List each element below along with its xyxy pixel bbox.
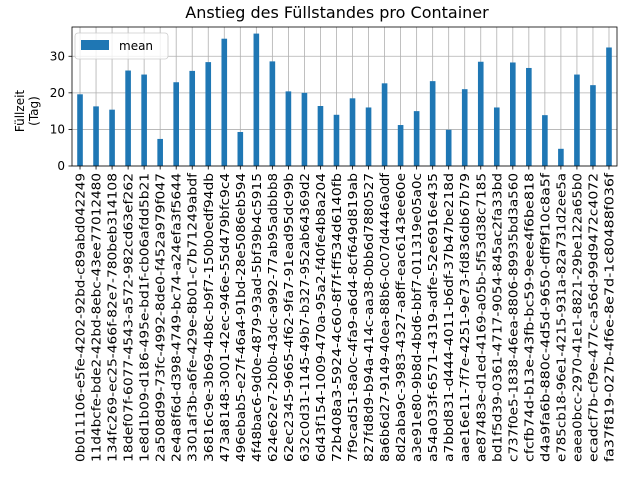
bar-26 (493, 107, 500, 166)
bars (77, 33, 612, 167)
x-tick-label-2: 134fc269-ec25-466f-82e7-780beb314108 (106, 173, 120, 462)
x-tick-label-23: a7bbd831-d444-4011-b6df-37b47be218d (442, 173, 456, 462)
x-tick-label-10: 496ebab5-e27f-46a4-91bd-28e5086eb594 (234, 173, 248, 462)
bar-18 (365, 107, 372, 166)
x-tick-label-26: bd1f5d39-0361-4717-9054-845ac2fa33bd (490, 173, 504, 462)
x-tick-label-21: a3e91e80-9b8d-4bd6-bbf7-011319e05a0c (410, 173, 424, 462)
bar-5 (157, 138, 163, 166)
y-axis-label-line-2: (Tag) (27, 96, 41, 126)
bar-33 (606, 47, 612, 167)
legend-swatch (81, 40, 109, 50)
bar-13 (285, 91, 292, 166)
bar-25 (477, 61, 484, 166)
bar-22 (429, 81, 436, 166)
bar-4 (141, 74, 147, 166)
y-tick-label-2: 20 (50, 86, 65, 100)
x-axis-ticks: 0b011106-e5fe-4202-92bd-c89abd042249 11d4… (74, 166, 616, 462)
x-tick-label-6: 2e4a8f6d-d398-4749-bc74-a24efa3f5644 (170, 173, 184, 462)
y-axis-label: Füllzeit (Tag) (13, 90, 41, 133)
bar-24 (461, 89, 468, 166)
bar-15 (317, 106, 324, 166)
y-axis-label-line-1: Füllzeit (13, 90, 27, 133)
bar-17 (349, 98, 356, 166)
x-tick-label-5: 2a508d99-73fc-4992-8de0-f452a979f047 (154, 173, 168, 462)
x-tick-label-30: e785cb18-96e1-4215-931a-82a731d2ee5a (554, 173, 568, 462)
bar-29 (542, 115, 548, 166)
bar-20 (397, 125, 404, 166)
bar-2 (109, 109, 115, 166)
x-tick-label-16: 72b408a3-5924-4c60-8f7f-ff534d6140fb (330, 173, 344, 462)
x-tick-label-19: 8a6b6d27-9149-40ea-88b6-0c07d4446a0df (378, 172, 392, 462)
y-tick-label-1: 10 (50, 122, 65, 136)
chart-title: Anstieg des Füllstandes pro Container (185, 3, 489, 22)
x-tick-label-3: 18def07f-6077-4543-a572-982cd63ef262 (122, 173, 136, 462)
y-axis-ticks: 0 10 20 30 (50, 49, 72, 173)
x-tick-label-33: fa37f819-027b-4f6e-8e7d-1c80488f036f (602, 172, 616, 462)
x-tick-label-4: 1e8d1b09-d186-495e-bd1f-cb06afdd5b21 (138, 173, 152, 462)
bar-0 (77, 94, 83, 166)
x-tick-label-27: c737f0e5-1838-46ea-8806-89935bd3a560 (506, 173, 520, 462)
bar-19 (381, 83, 388, 166)
x-tick-label-17: 7f9cad51-8a0c-4fa9-a6d4-8cf649d819ab (346, 173, 360, 462)
x-tick-label-22: a54a033f-6571-4319-adfe-52e6916e435 (426, 173, 440, 462)
x-tick-label-9: 473a8148-3001-42ec-946e-55d479bfc9c4 (218, 173, 232, 462)
bar-21 (413, 111, 420, 166)
bar-31 (574, 74, 580, 166)
x-tick-label-15: 6d43f154-1009-470a-95a2-f40fe4b8a204 (314, 173, 328, 462)
bar-28 (526, 67, 532, 166)
legend: mean (74, 32, 169, 60)
x-tick-label-14: 632c0d31-1145-49b7-b327-952ab64369d2 (298, 173, 312, 462)
x-tick-label-32: ecadcf7b-cf9e-477c-a56d-99d9472c4072 (586, 173, 600, 462)
x-tick-label-0: 0b011106-e5fe-4202-92bd-c89abd042249 (74, 173, 88, 462)
x-tick-label-13: 62ec2345-9665-4f62-9fa7-91ead95dc99b (282, 173, 296, 462)
x-tick-label-7: 3301af3b-a6fe-429e-8b01-c7b71249abdf (186, 172, 200, 462)
plot-frame (71, 26, 618, 167)
bar-9 (221, 38, 228, 166)
bar-27 (510, 62, 516, 166)
legend-label-mean: mean (119, 39, 153, 53)
bar-10 (237, 131, 244, 166)
y-tick-label-0: 0 (57, 159, 65, 173)
bar-16 (333, 114, 340, 166)
x-tick-label-20: 8d2aba9c-3983-4327-a8ff-eac6143ee60e (394, 173, 408, 462)
bar-32 (590, 85, 596, 166)
bar-7 (189, 70, 196, 166)
bar-8 (205, 62, 212, 167)
bar-30 (558, 148, 564, 166)
bar-12 (269, 61, 276, 166)
x-tick-label-11: 4f48bac6-9d0e-4879-93ad-5bf39b4c5915 (250, 173, 264, 462)
y-gridlines (72, 55, 617, 167)
bar-1 (93, 106, 99, 166)
x-tick-label-8: 36816c9e-3b69-4b8c-b9f7-150b0edf94db (202, 173, 216, 462)
bar-3 (125, 70, 131, 166)
x-tick-label-29: d4a9fa6b-880c-4d5d-9650-dff9f10c8a5f (538, 172, 552, 462)
x-tick-label-31: eaea0bcc-2970-41e1-8821-29be122a65b0 (570, 173, 584, 462)
x-tick-label-12: 624e62e7-2b0b-43dc-a992-77ab95adbbb8 (266, 173, 280, 462)
x-tick-label-1: 11d4bcfe-bde2-42bd-8ebc-43ee77012480 (90, 173, 104, 462)
bar-23 (445, 129, 452, 166)
bar-6 (173, 82, 179, 166)
x-tick-label-28: cfcfb74d-b13e-43fb-bc59-9eee4f6be818 (522, 173, 536, 462)
y-tick-label-3: 30 (50, 49, 65, 63)
x-tick-label-25: ae87483e-d1ed-4169-a05b-5f53d38c7185 (474, 173, 488, 462)
bar-14 (301, 92, 308, 166)
x-tick-label-18: 827fd8d9-b94a-414c-aa38-0bb6d7880527 (362, 173, 376, 462)
bar-11 (253, 33, 260, 166)
legend-frame (74, 32, 169, 60)
x-tick-label-24: aae16e11-7f7e-4251-9e73-fd836db67b79 (458, 173, 472, 462)
